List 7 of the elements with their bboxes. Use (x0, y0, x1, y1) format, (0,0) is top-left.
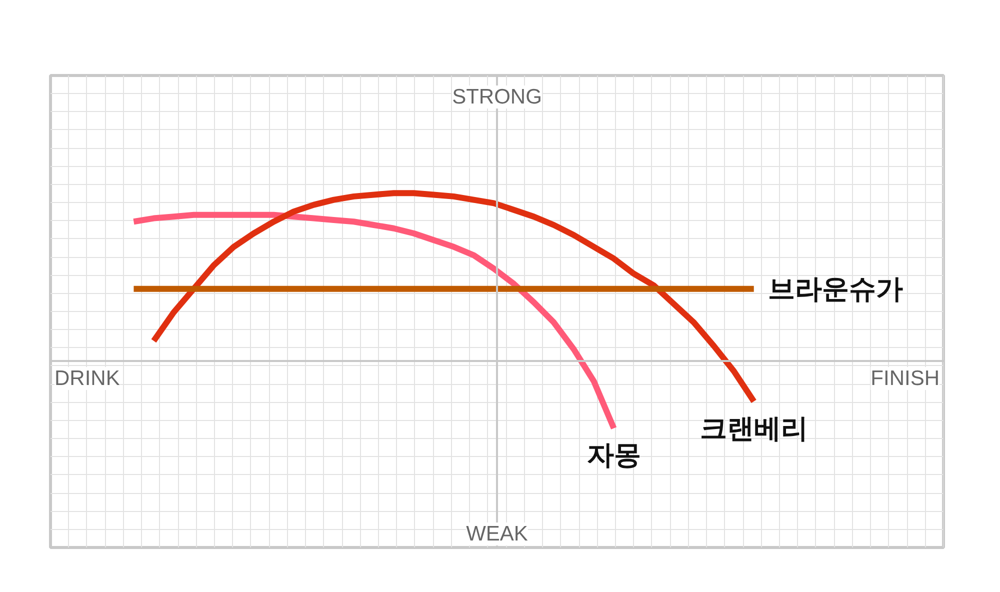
series-label: 자몽 (586, 440, 641, 470)
text: STRONG (452, 86, 542, 108)
text: DRINK (54, 367, 120, 390)
series-label: 브라운슈가 (768, 274, 903, 304)
series-label: 크랜베리 (700, 413, 808, 444)
text: FINISH (870, 367, 940, 390)
text: WEAK (466, 522, 528, 546)
